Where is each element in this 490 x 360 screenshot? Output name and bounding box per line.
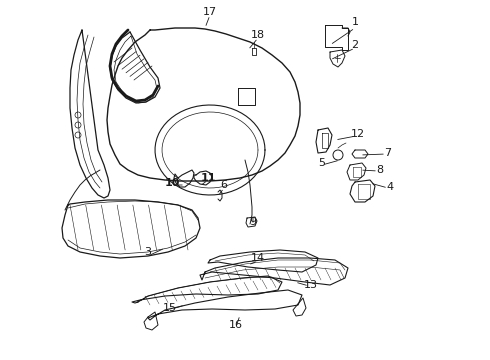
Text: 12: 12 bbox=[351, 129, 365, 139]
Text: 10: 10 bbox=[164, 178, 180, 188]
Text: 3: 3 bbox=[145, 247, 151, 257]
Text: 18: 18 bbox=[251, 30, 265, 40]
Text: 6: 6 bbox=[220, 180, 227, 190]
Text: 14: 14 bbox=[251, 253, 265, 263]
Text: 11: 11 bbox=[200, 173, 216, 183]
Text: 2: 2 bbox=[351, 40, 359, 50]
Text: 5: 5 bbox=[318, 158, 325, 168]
Text: 4: 4 bbox=[387, 182, 393, 192]
Text: 15: 15 bbox=[163, 303, 177, 313]
Text: 1: 1 bbox=[351, 17, 359, 27]
Text: 13: 13 bbox=[304, 280, 318, 290]
Text: 9: 9 bbox=[249, 217, 257, 227]
Text: 7: 7 bbox=[385, 148, 392, 158]
Text: 8: 8 bbox=[376, 165, 384, 175]
Text: 16: 16 bbox=[229, 320, 243, 330]
Text: 17: 17 bbox=[203, 7, 217, 17]
